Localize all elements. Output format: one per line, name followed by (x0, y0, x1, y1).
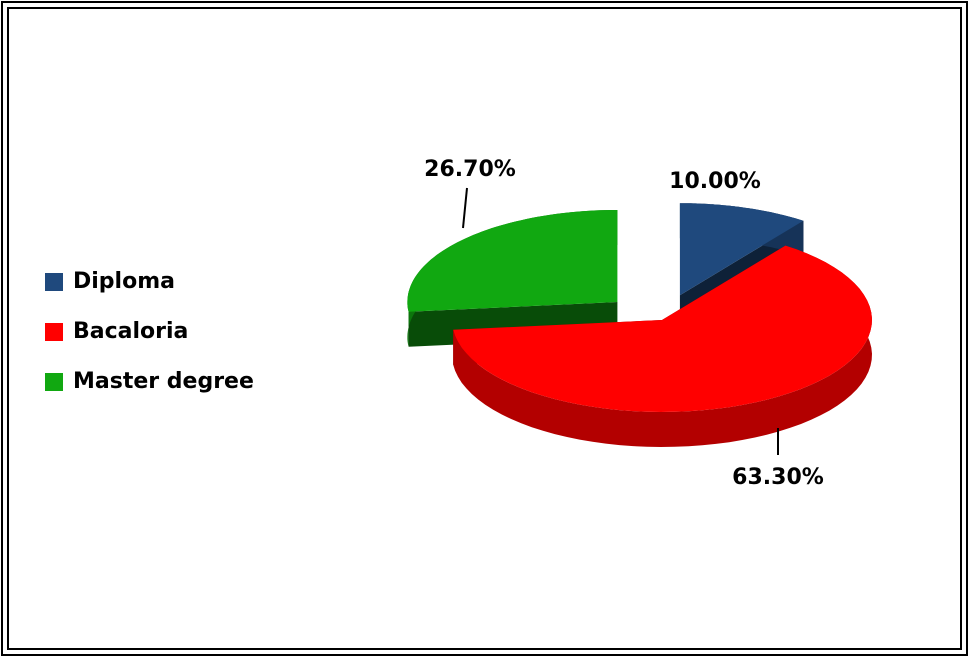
legend-label: Bacaloria (73, 319, 188, 344)
legend-label: Diploma (73, 269, 175, 294)
leader-line (462, 187, 468, 229)
slice-top (407, 210, 618, 312)
data-label: 10.00% (669, 169, 761, 194)
slice-top (679, 203, 804, 296)
pie-slice (453, 245, 872, 447)
legend-swatch (45, 323, 63, 341)
legend-swatch (45, 373, 63, 391)
slice-top (453, 245, 872, 412)
legend-swatch (45, 273, 63, 291)
inner-frame (7, 7, 962, 650)
data-label: 63.30% (732, 465, 824, 490)
legend-label: Master degree (73, 369, 254, 394)
data-label: 26.70% (424, 157, 516, 182)
